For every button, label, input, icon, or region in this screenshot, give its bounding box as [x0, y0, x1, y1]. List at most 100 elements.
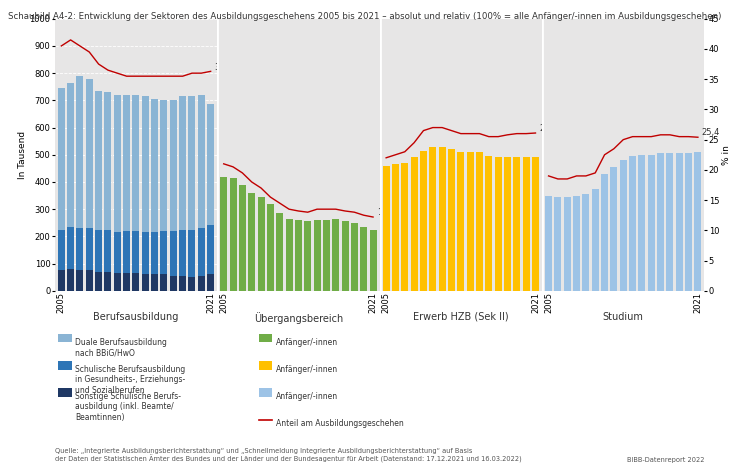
Bar	[648, 155, 655, 291]
Bar	[86, 79, 93, 228]
Bar	[351, 223, 358, 291]
Text: Berufsausbildung: Berufsausbildung	[93, 312, 179, 322]
Bar	[170, 100, 177, 231]
Bar	[304, 221, 311, 291]
Bar	[229, 178, 237, 291]
Text: BIBB-Datenreport 2022: BIBB-Datenreport 2022	[627, 457, 704, 463]
Bar	[402, 163, 408, 291]
Text: Sonstige Schulische Berufs-
ausbildung (inkl. Beamte/
Beamtinnen): Sonstige Schulische Berufs- ausbildung (…	[75, 392, 181, 422]
Text: 36,3: 36,3	[215, 62, 233, 72]
Bar	[123, 95, 130, 231]
Bar	[573, 196, 580, 291]
Bar	[104, 272, 112, 291]
Bar	[476, 152, 483, 291]
Text: Anfänger/-innen: Anfänger/-innen	[276, 365, 338, 374]
Bar	[207, 274, 214, 291]
Bar	[142, 274, 149, 291]
Bar	[457, 152, 464, 291]
Bar	[179, 96, 186, 230]
Bar	[620, 160, 627, 291]
Text: Quelle: „Integrierte Ausbildungsberichterstattung“ und „Schnellmeldung Integrier: Quelle: „Integrierte Ausbildungsberichte…	[55, 447, 521, 463]
Y-axis label: % in: % in	[722, 145, 730, 165]
Bar	[513, 158, 520, 291]
Bar	[342, 221, 348, 291]
Bar	[495, 158, 502, 291]
Text: Schaubild A4-2: Entwicklung der Sektoren des Ausbildungsgeschehens 2005 bis 2021: Schaubild A4-2: Entwicklung der Sektoren…	[8, 12, 722, 21]
Bar	[295, 220, 302, 291]
Bar	[420, 151, 427, 291]
Bar	[466, 152, 474, 291]
Text: 12,2: 12,2	[377, 208, 395, 217]
Bar	[685, 153, 692, 291]
Bar	[67, 227, 74, 269]
Bar	[77, 271, 83, 291]
Bar	[104, 230, 112, 272]
Y-axis label: In Tausend: In Tausend	[18, 131, 27, 179]
Bar	[170, 231, 177, 276]
Bar	[132, 231, 139, 273]
Bar	[583, 194, 589, 291]
Bar	[676, 153, 683, 291]
Bar	[95, 230, 102, 272]
Bar	[694, 152, 702, 291]
Bar	[188, 230, 196, 277]
Bar	[545, 196, 552, 291]
Bar	[198, 95, 205, 228]
Bar	[369, 230, 377, 291]
Bar	[439, 147, 445, 291]
Bar	[77, 76, 83, 228]
Bar	[161, 274, 167, 291]
Bar	[564, 197, 571, 291]
Bar	[332, 219, 339, 291]
Bar	[114, 232, 120, 273]
Bar	[86, 271, 93, 291]
Bar	[248, 193, 255, 291]
Bar	[666, 153, 673, 291]
Bar	[86, 228, 93, 271]
Bar	[639, 155, 645, 291]
Bar	[132, 95, 139, 231]
Bar	[554, 197, 561, 291]
Bar	[114, 95, 120, 232]
Bar	[151, 99, 158, 232]
Text: Duale Berufsausbildung
nach BBiG/HwO: Duale Berufsausbildung nach BBiG/HwO	[75, 338, 167, 357]
Bar	[276, 213, 283, 291]
Bar	[58, 230, 65, 271]
Bar	[198, 228, 205, 276]
Bar	[429, 147, 437, 291]
Bar	[188, 96, 196, 230]
Bar	[207, 226, 214, 274]
Bar	[198, 276, 205, 291]
Bar	[220, 176, 227, 291]
Bar	[67, 83, 74, 227]
Bar	[170, 276, 177, 291]
Bar	[239, 185, 246, 291]
Bar	[95, 91, 102, 230]
Bar	[504, 158, 511, 291]
Bar	[161, 231, 167, 274]
Bar	[601, 174, 608, 291]
Text: Erwerb HZB (Sek II): Erwerb HZB (Sek II)	[413, 312, 509, 322]
Text: Anteil am Ausbildungsgeschehen: Anteil am Ausbildungsgeschehen	[276, 419, 404, 428]
Bar	[523, 158, 530, 291]
Bar	[123, 231, 130, 273]
Bar	[657, 153, 664, 291]
Bar	[532, 158, 539, 291]
Bar	[592, 189, 599, 291]
Bar	[114, 273, 120, 291]
Bar	[610, 167, 618, 291]
Bar	[360, 227, 367, 291]
Bar	[207, 105, 214, 226]
Bar	[448, 149, 455, 291]
Bar	[314, 220, 320, 291]
Bar	[142, 232, 149, 274]
Bar	[629, 156, 636, 291]
Bar	[77, 228, 83, 271]
Text: Schulische Berufsausbildung
in Gesundheits-, Erziehungs-
und Sozialberufen: Schulische Berufsausbildung in Gesundhei…	[75, 365, 185, 395]
Text: Studium: Studium	[603, 312, 644, 322]
Bar	[104, 92, 112, 230]
Bar	[58, 271, 65, 291]
Bar	[323, 220, 330, 291]
Bar	[58, 88, 65, 230]
Bar	[267, 204, 274, 291]
